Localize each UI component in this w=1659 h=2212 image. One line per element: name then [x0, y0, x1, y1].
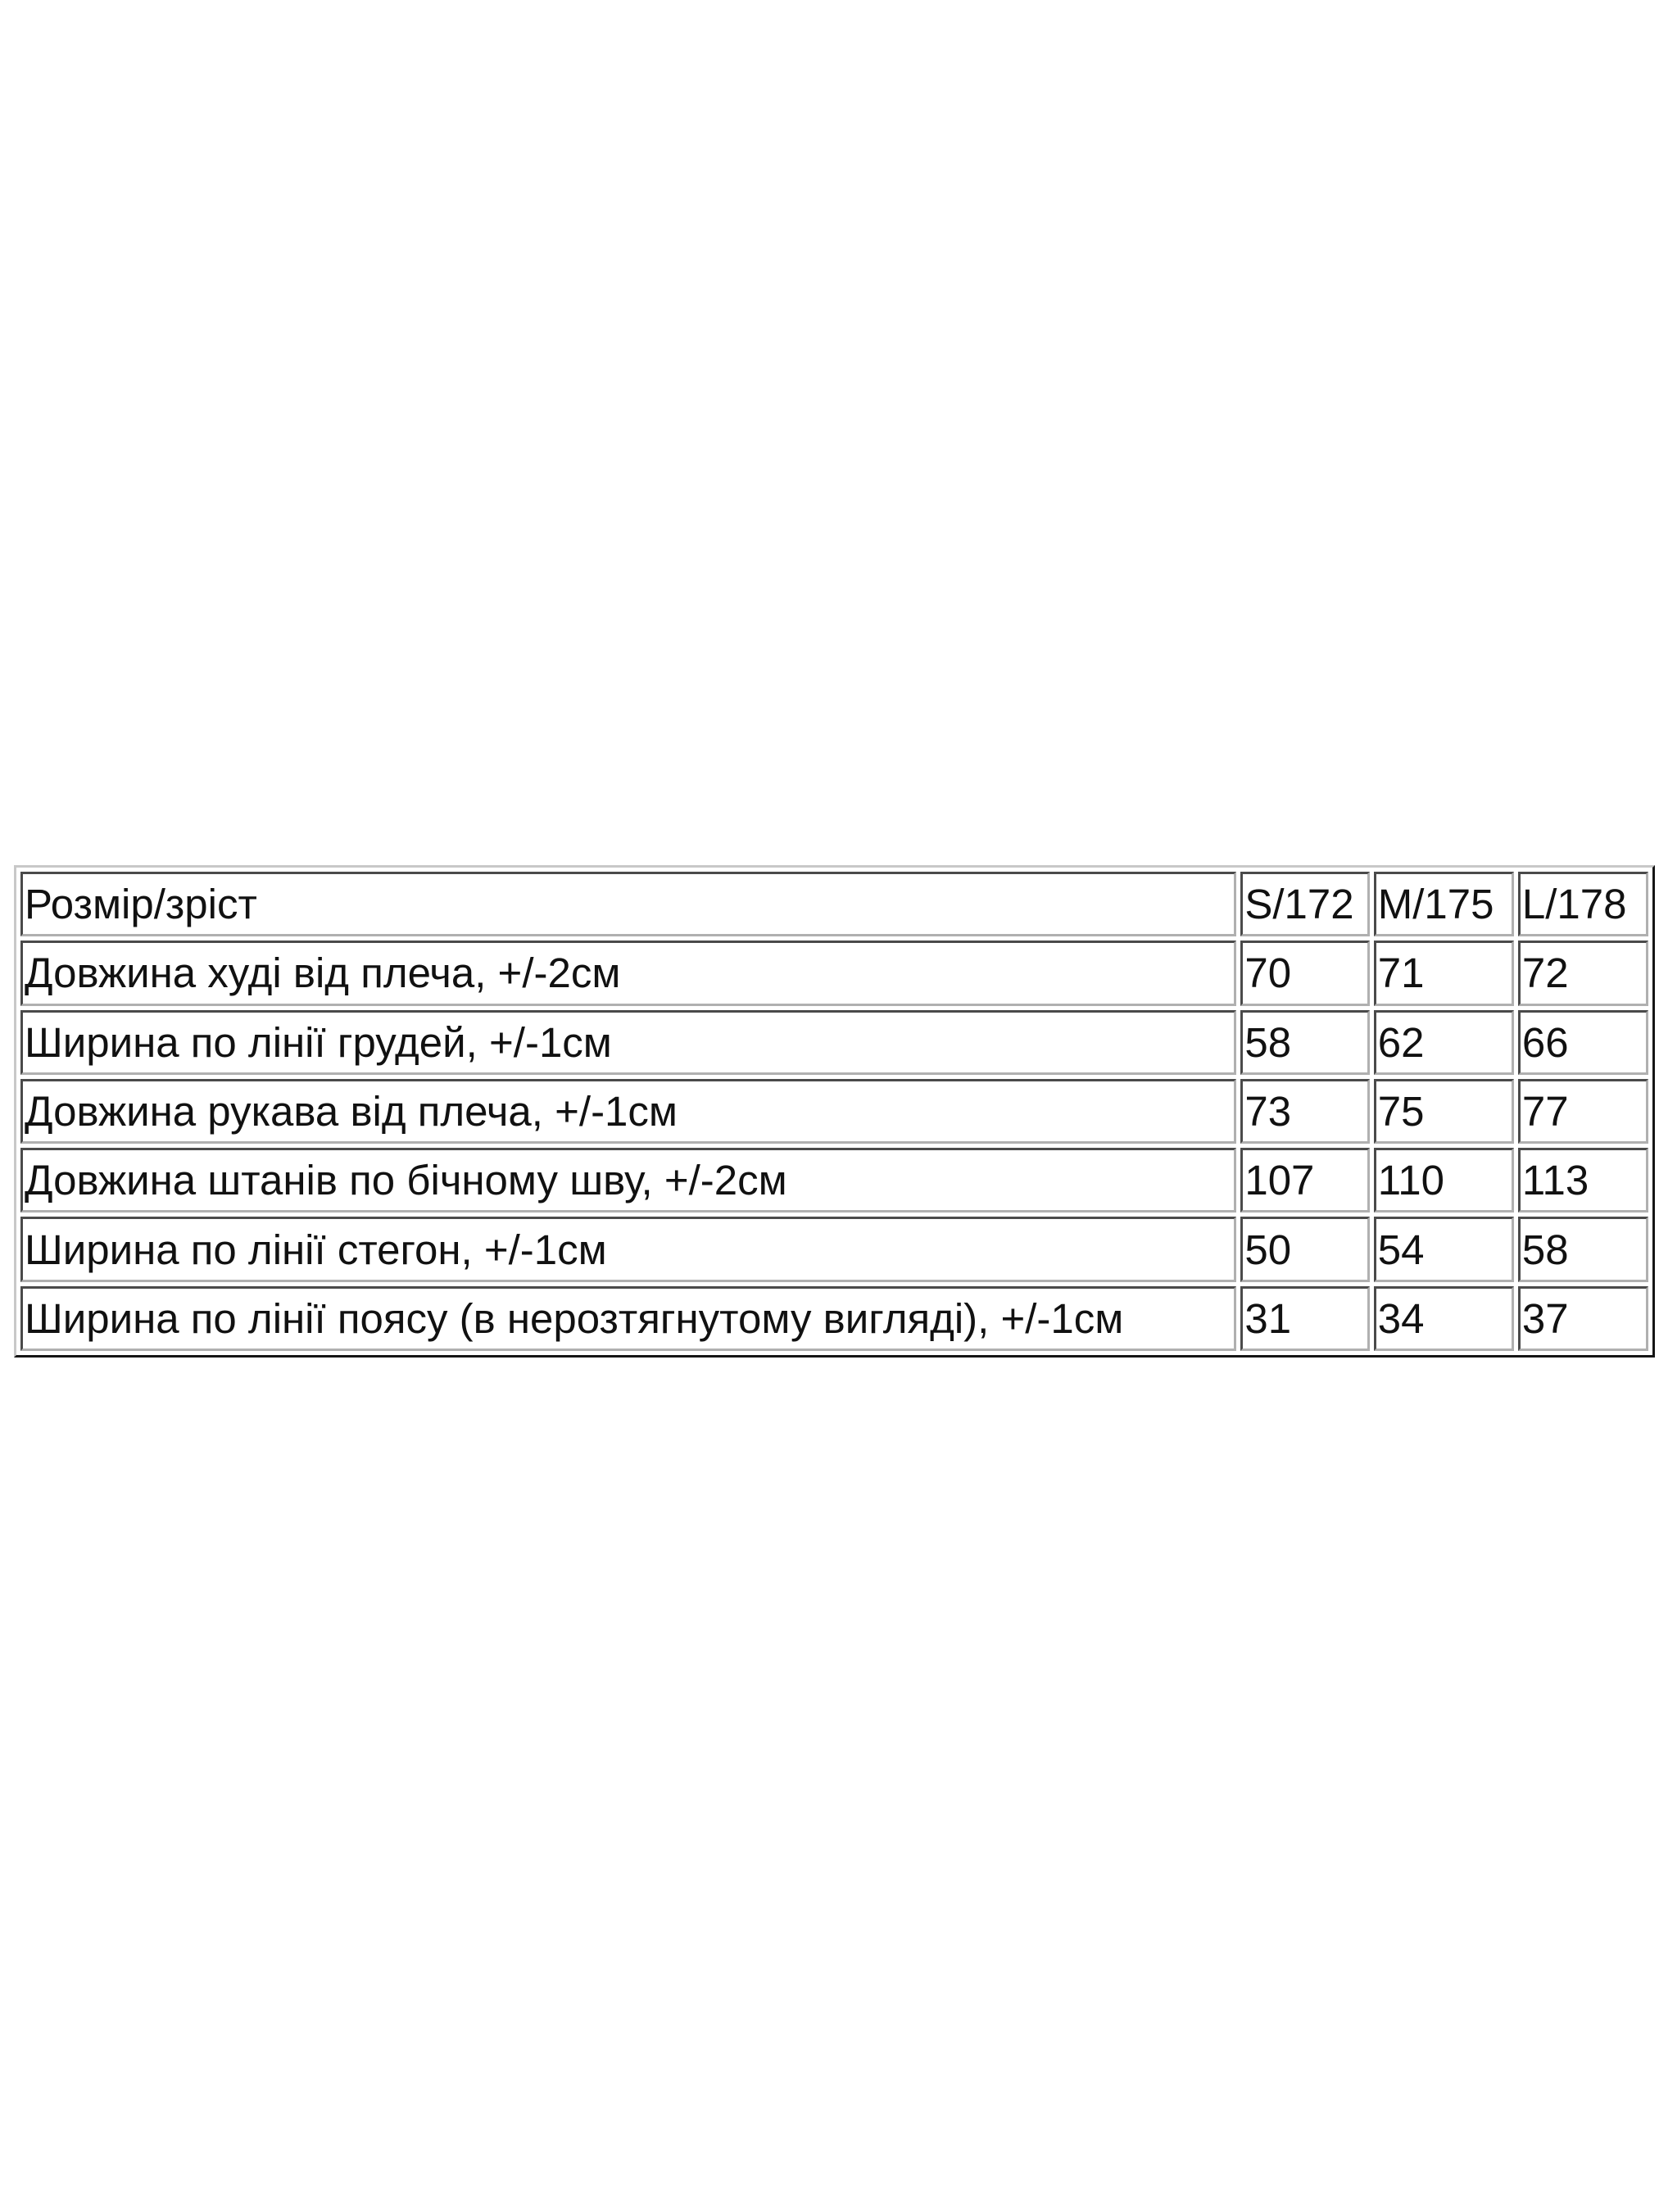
- measurement-label-cell: Ширина по лінії поясу (в нерозтягнутому …: [20, 1285, 1237, 1351]
- measurement-label-cell: Ширина по лінії грудей, +/-1см: [20, 1009, 1237, 1075]
- value-cell: 113: [1517, 1148, 1648, 1213]
- table-row: Довжина штанів по бічному шву, +/-2см 107…: [20, 1148, 1648, 1213]
- measurement-label-cell: Довжина рукава від плеча, +/-1см: [20, 1078, 1237, 1145]
- table-row: Ширина по лінії поясу (в нерозтягнутому …: [20, 1285, 1648, 1351]
- table-header-row: Розмір/зріст S/172 M/175 L/178: [20, 872, 1648, 937]
- header-cell: L/178: [1517, 872, 1648, 937]
- value-cell: 107: [1240, 1148, 1370, 1213]
- value-cell: 50: [1240, 1217, 1370, 1282]
- value-cell: 54: [1373, 1217, 1514, 1282]
- value-cell: 31: [1240, 1285, 1370, 1351]
- value-cell: 110: [1373, 1148, 1514, 1213]
- value-cell: 77: [1517, 1078, 1648, 1145]
- header-cell: M/175: [1373, 872, 1514, 937]
- measurement-label-cell: Довжина худі від плеча, +/-2см: [20, 941, 1237, 1006]
- value-cell: 58: [1517, 1217, 1648, 1282]
- size-chart-table: Розмір/зріст S/172 M/175 L/178 Довжина х…: [14, 865, 1655, 1358]
- table-row: Довжина рукава від плеча, +/-1см 73 75 77: [20, 1078, 1648, 1145]
- measurement-label-cell: Ширина по лінії стегон, +/-1см: [20, 1217, 1237, 1282]
- table-row: Ширина по лінії грудей, +/-1см 58 62 66: [20, 1009, 1648, 1075]
- value-cell: 75: [1373, 1078, 1514, 1145]
- header-cell: Розмір/зріст: [20, 872, 1237, 937]
- value-cell: 34: [1373, 1285, 1514, 1351]
- value-cell: 62: [1373, 1009, 1514, 1075]
- measurement-label-cell: Довжина штанів по бічному шву, +/-2см: [20, 1148, 1237, 1213]
- value-cell: 58: [1240, 1009, 1370, 1075]
- value-cell: 72: [1517, 941, 1648, 1006]
- value-cell: 70: [1240, 941, 1370, 1006]
- table-row: Довжина худі від плеча, +/-2см 70 71 72: [20, 941, 1648, 1006]
- value-cell: 37: [1517, 1285, 1648, 1351]
- value-cell: 66: [1517, 1009, 1648, 1075]
- value-cell: 73: [1240, 1078, 1370, 1145]
- value-cell: 71: [1373, 941, 1514, 1006]
- header-cell: S/172: [1240, 872, 1370, 937]
- table-row: Ширина по лінії стегон, +/-1см 50 54 58: [20, 1217, 1648, 1282]
